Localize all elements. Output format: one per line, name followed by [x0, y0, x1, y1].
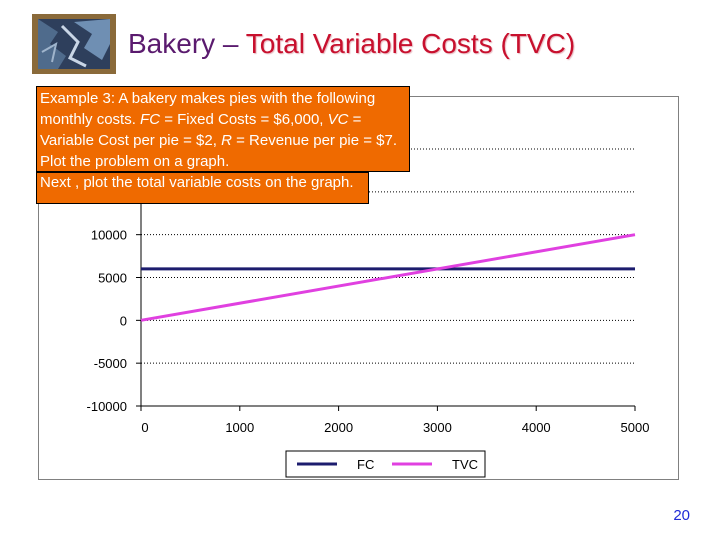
slide-title: Bakery – Total Variable Costs (TVC) [128, 28, 575, 60]
series-line-tvc [140, 233, 636, 322]
title-prefix: Bakery – [128, 28, 246, 59]
x-tick-label: 1000 [225, 420, 254, 435]
example-note-text: Example 3: A bakery makes pies with the … [40, 88, 406, 193]
x-tick-label: 3000 [423, 420, 452, 435]
note-fc-term: FC [140, 111, 161, 128]
legend-label-tvc: TVC [452, 457, 478, 472]
title-highlight: Total Variable Costs (TVC) [245, 28, 576, 59]
note-part-5: = Variable Cost per pie = $2, [40, 111, 362, 149]
y-tick-label: 0 [120, 313, 127, 328]
legend-box [285, 450, 486, 478]
note-part-1: Example 3: A bakery makes pies with the … [40, 90, 376, 128]
next-note-box [36, 172, 369, 204]
page-number: 20 [673, 507, 690, 524]
note-next-instruction: Next , plot the total variable costs on … [40, 174, 354, 191]
x-tick-label: 2000 [324, 420, 353, 435]
x-tick-label: 0 [141, 420, 148, 435]
y-tick-label: -10000 [87, 399, 127, 414]
note-vc-term: VC [327, 111, 349, 128]
x-tick-label: 5000 [621, 420, 650, 435]
note-part-7: = Revenue per pie = $7. Plot the problem… [40, 132, 398, 170]
bakery-logo-image [32, 14, 116, 74]
note-r-term: R [221, 132, 232, 149]
y-tick-label: -5000 [94, 356, 127, 371]
example-note-box [36, 86, 410, 172]
y-tick-label: 10000 [91, 228, 127, 243]
x-tick-label: 4000 [522, 420, 551, 435]
note-part-3: = Fixed Costs = $6,000, [160, 111, 328, 128]
y-tick-label: 5000 [98, 271, 127, 286]
legend-label-fc: FC [357, 457, 374, 472]
